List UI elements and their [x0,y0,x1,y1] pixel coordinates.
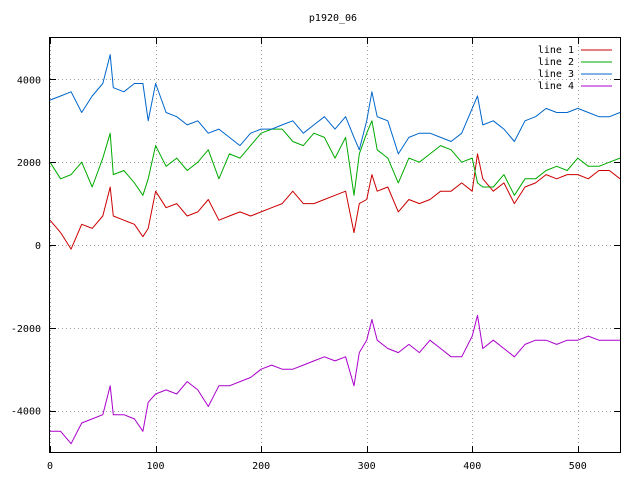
series-line-4 [50,314,620,445]
x-tick-label: 200 [252,461,270,472]
series-line-2 [49,120,621,196]
x-tick-label: 500 [569,461,587,472]
y-tick-label: 4000 [17,75,41,86]
y-tick-label: 0 [35,241,41,252]
series-line-3 [49,54,621,155]
plot-frame [49,37,621,453]
y-tick-label: 2000 [17,158,41,169]
series-line-1 [49,153,621,250]
y-tick-label: -4000 [11,407,41,418]
x-tick-label: 0 [47,461,53,472]
x-tick-label: 100 [147,461,165,472]
legend-label: line 1 [538,45,574,56]
legend-label: line 4 [538,81,574,92]
chart-title: p1920_06 [309,13,357,24]
y-tick-label: -2000 [11,324,41,335]
legend-label: line 3 [538,69,574,80]
x-tick-label: 400 [463,461,481,472]
legend-label: line 2 [538,57,574,68]
x-tick-label: 300 [358,461,376,472]
